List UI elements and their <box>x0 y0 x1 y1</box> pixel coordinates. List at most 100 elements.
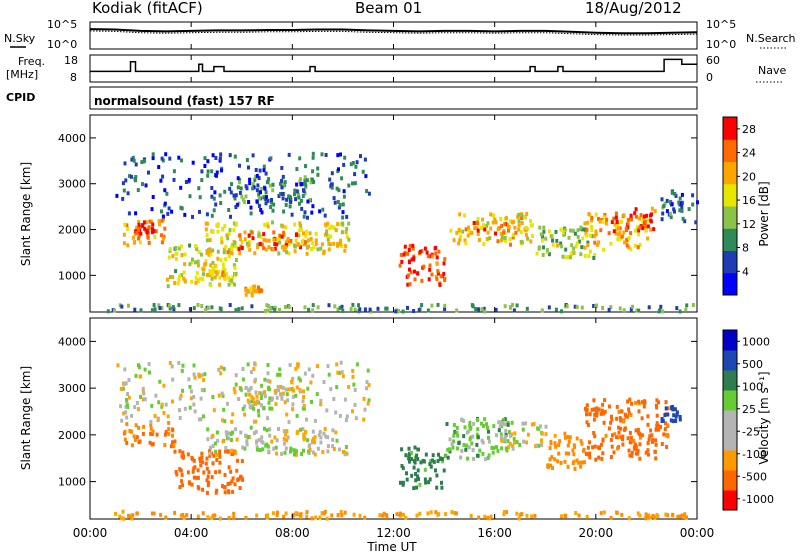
heatmap-cell <box>210 475 214 480</box>
heatmap-cell <box>296 429 300 434</box>
heatmap-cell <box>285 412 289 417</box>
heatmap-cell <box>271 208 275 213</box>
heatmap-cell <box>683 512 687 517</box>
heatmap-cell <box>211 153 215 158</box>
heatmap-cell <box>221 270 225 275</box>
heatmap-cell <box>507 445 510 450</box>
heatmap-cell <box>641 226 645 231</box>
heatmap-cell <box>288 363 292 367</box>
heatmap-cell <box>579 439 583 444</box>
heatmap-cell <box>622 308 626 313</box>
heatmap-cell <box>312 436 316 441</box>
colorbar-segment <box>723 390 737 411</box>
heatmap-cell <box>601 219 605 224</box>
heatmap-cell <box>256 245 260 250</box>
heatmap-cell <box>227 254 231 259</box>
heatmap-cell <box>499 216 503 221</box>
heatmap-cell <box>137 234 141 239</box>
heatmap-cell <box>275 451 279 456</box>
heatmap-cell <box>412 309 416 313</box>
heatmap-cell <box>174 470 178 474</box>
heatmap-cell <box>500 438 504 443</box>
heatmap-cell <box>609 437 613 442</box>
heatmap-cell <box>616 237 620 242</box>
heatmap-cell <box>404 453 408 458</box>
heatmap-cell <box>240 246 244 250</box>
heatmap-cell <box>332 241 336 246</box>
heatmap-cell <box>115 193 119 198</box>
heatmap-cell <box>305 251 309 256</box>
heatmap-cell <box>590 407 594 412</box>
power-colorbar-label: Power [dB] <box>757 181 771 246</box>
heatmap-cell <box>572 443 576 448</box>
heatmap-cell <box>463 213 467 218</box>
heatmap-cell <box>296 362 300 367</box>
heatmap-cell <box>236 185 240 190</box>
heatmap-cell <box>547 305 551 310</box>
heatmap-cell <box>636 245 640 250</box>
heatmap-cell <box>146 235 150 240</box>
heatmap-cell <box>665 198 669 203</box>
heatmap-cell <box>210 305 214 310</box>
heatmap-cell <box>305 417 308 422</box>
heatmap-cell <box>255 394 259 399</box>
heatmap-cell <box>575 305 579 309</box>
heatmap-cell <box>258 391 262 396</box>
heatmap-cell <box>508 433 512 438</box>
heatmap-cell <box>122 188 126 193</box>
heatmap-cell <box>678 414 682 419</box>
heatmap-cell <box>416 271 420 276</box>
heatmap-cell <box>161 214 165 219</box>
heatmap-cell <box>233 265 237 270</box>
heatmap-cell <box>505 510 508 515</box>
heatmap-cell <box>197 186 201 191</box>
heatmap-cell <box>120 304 124 309</box>
heatmap-cell <box>134 423 138 428</box>
heatmap-cell <box>440 480 443 485</box>
heatmap-cell <box>385 306 389 311</box>
heatmap-cell <box>593 434 597 439</box>
heatmap-cell <box>237 247 241 252</box>
heatmap-cell <box>194 244 197 249</box>
heatmap-cell <box>311 204 315 209</box>
heatmap-cell <box>602 420 606 425</box>
heatmap-cell <box>135 401 139 405</box>
heatmap-cell <box>610 414 613 419</box>
heatmap-cell <box>416 468 420 473</box>
heatmap-cell <box>605 217 609 222</box>
heatmap-cell <box>268 183 272 188</box>
heatmap-cell <box>308 448 312 452</box>
heatmap-cell <box>427 480 431 485</box>
heatmap-cell <box>666 423 670 428</box>
heatmap-cell <box>655 398 659 403</box>
heatmap-cell <box>542 245 545 250</box>
heatmap-cell <box>331 428 335 433</box>
heatmap-cell <box>659 304 663 309</box>
heatmap-cell <box>647 305 651 310</box>
heatmap-cell <box>407 456 411 461</box>
sky-left-label: N.Sky <box>4 32 36 45</box>
heatmap-cell <box>512 436 516 441</box>
heatmap-cell <box>203 164 207 168</box>
heatmap-cell <box>275 242 279 247</box>
heatmap-cell <box>566 435 570 439</box>
heatmap-cell <box>190 279 194 284</box>
heatmap-cell <box>557 443 561 447</box>
heatmap-cell <box>248 392 252 397</box>
heatmap-cell <box>270 198 273 202</box>
heatmap-cell <box>171 275 175 280</box>
heatmap-cell <box>125 400 129 405</box>
heatmap-cell <box>678 208 682 213</box>
heatmap-cell <box>125 403 129 408</box>
heatmap-cell <box>638 435 642 440</box>
heatmap-cell <box>158 306 162 311</box>
heatmap-cell <box>230 182 233 187</box>
heatmap-cell <box>282 244 286 249</box>
heatmap-cell <box>306 386 310 391</box>
heatmap-cell <box>176 281 180 286</box>
heatmap-cell <box>144 183 148 188</box>
heatmap-cell <box>199 459 202 464</box>
heatmap-cell <box>303 181 307 186</box>
heatmap-cell <box>607 426 611 431</box>
